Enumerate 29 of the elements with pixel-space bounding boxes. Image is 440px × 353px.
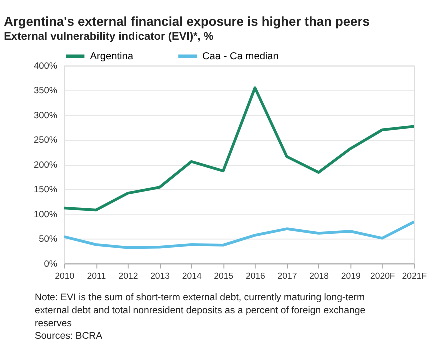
x-tick-label: 2011 <box>87 270 106 281</box>
y-tick-label: 0% <box>44 258 58 269</box>
chart-title: Argentina's external financial exposure is higher than peers <box>4 14 370 30</box>
y-tick-label: 350% <box>34 86 58 96</box>
x-tick-label: 2013 <box>150 270 170 281</box>
line-series <box>63 86 416 212</box>
chart-subtitle: External vulnerability indicator (EVI)*, % <box>4 31 214 44</box>
x-tick-label: 2017 <box>278 270 298 281</box>
x-tick-label: 2012 <box>118 270 138 281</box>
line-series <box>63 220 416 250</box>
y-tick-label: 200% <box>34 160 58 170</box>
y-tick-label: 150% <box>34 184 58 195</box>
x-tick-label: 2010 <box>55 270 75 281</box>
x-tick-label: 2020F <box>370 270 396 281</box>
text: Note: EVI is the sum of short-term external debt, currently maturing long-term external debt and total nonresident deposits as a percent of foreign exchange reserves <box>34 292 366 330</box>
x-tick-label: 2016 <box>246 270 266 281</box>
legend-label: Argentina <box>90 51 134 62</box>
legend-label: Caa - Ca median <box>202 51 279 62</box>
y-tick-label: 300% <box>34 110 58 120</box>
x-tick-label: 2021F <box>402 270 428 281</box>
y-tick-label: 250% <box>34 135 58 146</box>
x-tick-label: 2015 <box>214 270 234 281</box>
x-tick-label: 2014 <box>182 270 202 281</box>
source-note: Sources: BCRA <box>34 331 104 342</box>
x-tick-label: 2018 <box>310 270 330 281</box>
x-tick-label: 2019 <box>341 270 361 281</box>
y-tick-label: 400% <box>34 61 58 71</box>
y-tick-label: 100% <box>34 209 58 220</box>
y-tick-label: 50% <box>39 234 58 244</box>
